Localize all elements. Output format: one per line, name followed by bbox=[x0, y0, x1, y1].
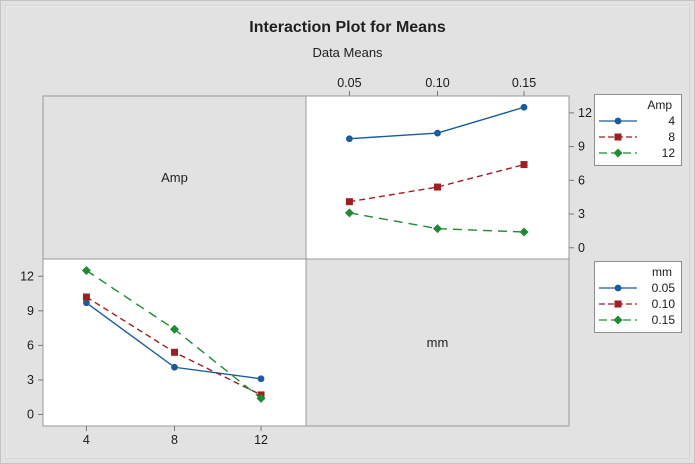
square-marker-icon bbox=[345, 198, 353, 206]
circle-marker-icon bbox=[434, 129, 441, 137]
diamond-marker-icon bbox=[170, 324, 179, 334]
panel-bottom-left-plot bbox=[42, 258, 307, 427]
series-amp-8 bbox=[345, 161, 528, 206]
panel-top-right-plot bbox=[305, 95, 570, 260]
legend-amp: Amp 4 8 12 bbox=[594, 94, 682, 166]
legend-item: 12 bbox=[599, 145, 675, 161]
line-circle-marker-icon bbox=[599, 117, 637, 125]
square-marker-icon bbox=[434, 183, 441, 191]
axis-tick-label: 4 bbox=[83, 433, 90, 447]
legend-mm: mm 0.05 0.10 0.15 bbox=[594, 261, 682, 333]
diamond-marker-icon bbox=[81, 266, 91, 276]
legend-item-label: 0.10 bbox=[651, 297, 675, 311]
axis-tick-label: 0.10 bbox=[425, 76, 449, 90]
line-square-marker-icon bbox=[599, 133, 637, 141]
legend-item: 0.15 bbox=[599, 312, 675, 328]
axis-tick-label: 9 bbox=[578, 140, 585, 154]
square-marker-icon bbox=[171, 348, 178, 356]
series-mm-0-15 bbox=[81, 266, 266, 403]
chart-title: Interaction Plot for Means bbox=[249, 19, 446, 36]
circle-marker-icon bbox=[257, 375, 265, 383]
legend-item: 4 bbox=[599, 113, 675, 129]
diamond-marker-icon bbox=[433, 224, 442, 234]
legend-item: 8 bbox=[599, 129, 675, 145]
right-y-axis: 0 3 6 9 12 bbox=[569, 106, 592, 255]
axis-tick-label: 3 bbox=[27, 373, 34, 387]
axis-tick-label: 0 bbox=[27, 407, 34, 421]
legend-amp-title: Amp bbox=[647, 98, 672, 112]
chart-subtitle: Data Means bbox=[312, 45, 383, 60]
axis-tick-label: 12 bbox=[254, 433, 268, 447]
axis-tick-label: 8 bbox=[171, 433, 178, 447]
line-diamond-marker-icon bbox=[599, 315, 637, 325]
square-marker-icon bbox=[82, 293, 90, 301]
legend-mm-title: mm bbox=[652, 265, 672, 279]
axis-tick-label: 12 bbox=[578, 106, 592, 120]
axis-tick-label: 12 bbox=[20, 269, 34, 283]
diamond-marker-icon bbox=[519, 227, 529, 237]
left-y-axis: 0 3 6 9 12 bbox=[20, 269, 43, 421]
axis-tick-label: 6 bbox=[578, 173, 585, 187]
axis-tick-label: 0 bbox=[578, 241, 585, 255]
circle-marker-icon bbox=[82, 299, 90, 307]
line-diamond-marker-icon bbox=[599, 148, 637, 158]
legend-item-label: 0.15 bbox=[651, 313, 675, 327]
panel-label-mm: mm bbox=[426, 335, 449, 350]
legend-item: 0.10 bbox=[599, 296, 675, 312]
legend-item-label: 0.05 bbox=[651, 281, 675, 295]
axis-tick-label: 0.05 bbox=[337, 76, 361, 90]
square-marker-icon bbox=[520, 161, 528, 169]
top-x-axis: 0.05 0.10 0.15 bbox=[337, 76, 536, 96]
circle-marker-icon bbox=[520, 103, 528, 111]
legend-item-label: 8 bbox=[668, 130, 675, 144]
circle-marker-icon bbox=[171, 363, 178, 371]
panel-label-amp: Amp bbox=[161, 170, 188, 185]
diamond-marker-icon bbox=[256, 393, 266, 403]
panel-amp-label-cell bbox=[42, 95, 307, 260]
series-mm-0-05 bbox=[82, 299, 265, 383]
axis-tick-label: 6 bbox=[27, 338, 34, 352]
diamond-marker-icon bbox=[344, 208, 354, 218]
legend-item: 0.05 bbox=[599, 280, 675, 296]
bottom-x-axis: 4 8 12 bbox=[83, 426, 268, 447]
axis-tick-label: 9 bbox=[27, 304, 34, 318]
axis-tick-label: 0.15 bbox=[512, 76, 536, 90]
legend-item-label: 12 bbox=[661, 146, 675, 160]
axis-tick-label: 3 bbox=[578, 207, 585, 221]
legend-item-label: 4 bbox=[668, 114, 675, 128]
panel-mm-label-cell bbox=[305, 258, 570, 427]
line-circle-marker-icon bbox=[599, 284, 637, 292]
circle-marker-icon bbox=[345, 135, 353, 143]
line-square-marker-icon bbox=[599, 300, 637, 308]
series-amp-12 bbox=[344, 208, 529, 237]
series-amp-4 bbox=[345, 103, 528, 143]
